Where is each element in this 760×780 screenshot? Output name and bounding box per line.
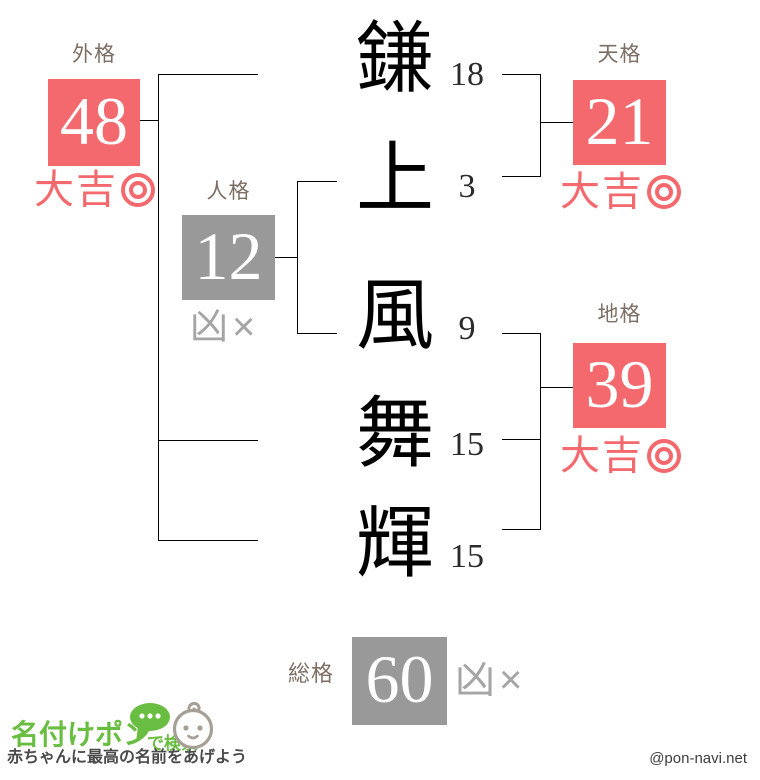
chikaku-bracket-vertical bbox=[540, 333, 541, 530]
soukaku-score-value: 60 bbox=[365, 641, 434, 717]
gaikaku-bracket-stub-mid bbox=[158, 440, 258, 441]
name-char-1-strokes: 18 bbox=[450, 56, 484, 93]
cross-icon: × bbox=[499, 658, 525, 702]
double-circle-icon bbox=[121, 173, 155, 207]
jinkaku-score-box: 12 bbox=[182, 215, 275, 300]
gaikaku-result-text: 大吉 bbox=[34, 168, 118, 212]
gaikaku-label: 外格 bbox=[72, 43, 116, 66]
soukaku-result-text: 凶 bbox=[455, 658, 497, 702]
name-char-4-strokes: 15 bbox=[450, 426, 484, 463]
gaikaku-box-connector bbox=[140, 120, 158, 121]
name-char-2-strokes: 3 bbox=[458, 168, 476, 205]
chikaku-result-text: 大吉 bbox=[560, 434, 644, 478]
chikaku-bracket-stub-bottom bbox=[502, 529, 540, 530]
tenkaku-score-value: 21 bbox=[585, 82, 654, 159]
chikaku-result: 大吉 bbox=[560, 436, 681, 476]
gaikaku-bracket-stub-bottom bbox=[158, 540, 258, 541]
soukaku-label: 総格 bbox=[287, 661, 334, 686]
name-char-4: 舞 bbox=[355, 390, 434, 477]
jinkaku-bracket-stub-bottom bbox=[297, 333, 337, 334]
chikaku-score-box: 39 bbox=[573, 343, 666, 428]
gaikaku-bracket-vertical bbox=[158, 74, 159, 541]
name-char-5: 輝 bbox=[355, 500, 434, 587]
gaikaku-score-value: 48 bbox=[60, 82, 128, 159]
chikaku-box-connector bbox=[540, 387, 573, 388]
tenkaku-bracket-vertical bbox=[540, 74, 541, 177]
chikaku-bracket-stub-mid bbox=[502, 439, 540, 440]
jinkaku-bracket-vertical bbox=[297, 181, 298, 334]
name-char-5-strokes: 15 bbox=[450, 538, 484, 575]
double-circle-icon bbox=[647, 439, 681, 473]
jinkaku-result-text: 凶 bbox=[190, 306, 231, 348]
site-credit: @pon-navi.net bbox=[649, 750, 747, 767]
jinkaku-result: 凶 × bbox=[190, 307, 257, 347]
soukaku-score-box: 60 bbox=[352, 637, 447, 725]
tenkaku-box-connector bbox=[540, 122, 573, 123]
tenkaku-result: 大吉 bbox=[560, 172, 681, 212]
chikaku-label: 地格 bbox=[597, 303, 642, 326]
chikaku-score-value: 39 bbox=[585, 345, 654, 422]
name-char-3: 風 bbox=[355, 272, 434, 359]
nazuke-pon-logo-text: 名付けポン bbox=[11, 719, 152, 750]
jinkaku-box-connector bbox=[275, 257, 297, 258]
gaikaku-result: 大吉 bbox=[34, 170, 155, 210]
tenkaku-bracket-stub-top bbox=[502, 74, 540, 75]
name-char-2: 上 bbox=[355, 135, 434, 222]
jinkaku-label: 人格 bbox=[206, 180, 251, 203]
jinkaku-bracket-stub-top bbox=[297, 181, 337, 182]
chikaku-bracket-stub-top bbox=[502, 333, 540, 334]
tenkaku-bracket-stub-bottom bbox=[502, 176, 540, 177]
speech-bubble-icon bbox=[130, 703, 170, 742]
name-char-3-strokes: 9 bbox=[458, 310, 476, 347]
tenkaku-score-box: 21 bbox=[573, 80, 666, 165]
baby-face-icon bbox=[172, 701, 214, 750]
name-char-1: 鎌 bbox=[355, 15, 434, 102]
tagline: 赤ちゃんに最高の名前をあげよう bbox=[7, 749, 248, 766]
soukaku-result: 凶 × bbox=[455, 660, 524, 700]
tenkaku-label: 天格 bbox=[597, 43, 642, 66]
gaikaku-bracket-stub-top bbox=[158, 74, 258, 75]
jinkaku-score-value: 12 bbox=[194, 217, 263, 294]
double-circle-icon bbox=[647, 175, 681, 209]
cross-icon: × bbox=[232, 305, 258, 349]
gaikaku-score-box: 48 bbox=[48, 79, 140, 166]
tenkaku-result-text: 大吉 bbox=[560, 170, 644, 214]
